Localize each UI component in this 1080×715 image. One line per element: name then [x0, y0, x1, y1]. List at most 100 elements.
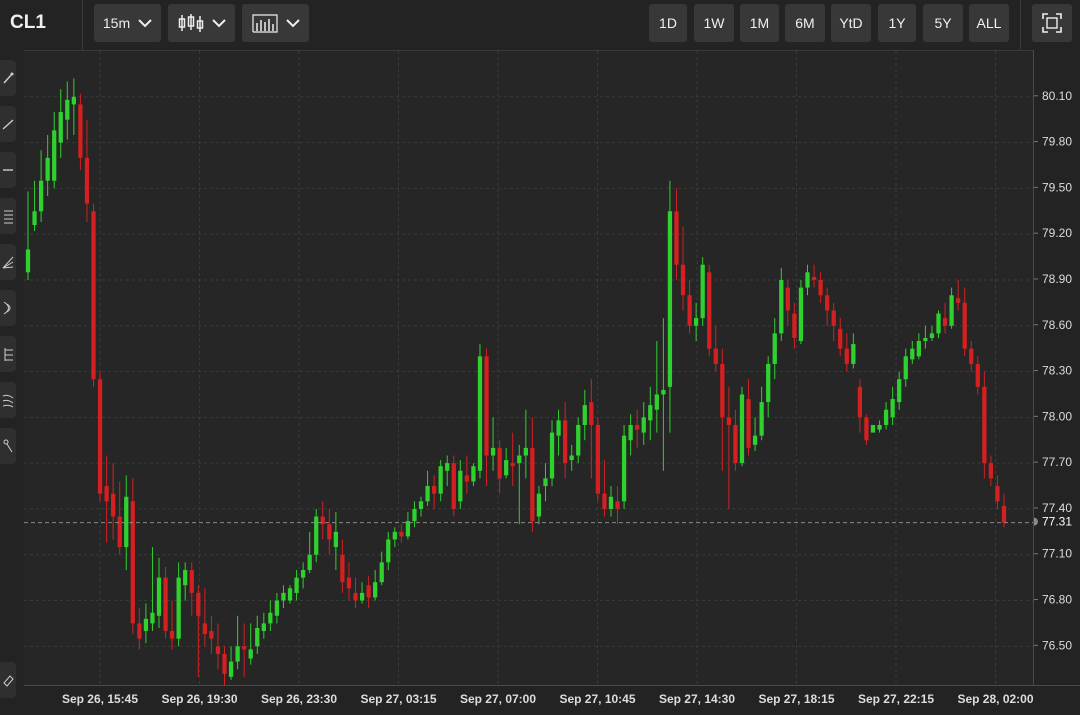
- range-1w-button[interactable]: 1W: [694, 4, 734, 42]
- candle-body: [445, 463, 450, 471]
- y-tick-label: 77.40: [1042, 501, 1072, 515]
- range-all-button[interactable]: ALL: [969, 4, 1009, 42]
- candle-body: [314, 516, 319, 555]
- candle: [209, 615, 214, 654]
- candle-body: [111, 493, 116, 517]
- candle-body: [130, 501, 135, 624]
- candle-body: [883, 409, 889, 425]
- range-1m-button[interactable]: 1M: [740, 4, 779, 42]
- candle-body: [379, 562, 384, 583]
- candle: [274, 592, 280, 624]
- candle: [137, 608, 142, 650]
- candle-body: [405, 521, 411, 537]
- time-axis-labels: Sep 26, 15:45 Sep 26, 19:30 Sep 26, 23:30 S…: [62, 692, 1034, 706]
- candle-body: [713, 348, 718, 364]
- candle-body: [497, 447, 502, 479]
- candle: [635, 409, 640, 448]
- trend-line-tool[interactable]: [0, 106, 16, 142]
- candle: [733, 409, 738, 471]
- candle: [818, 272, 823, 303]
- pitchfork-tool[interactable]: [0, 244, 16, 280]
- candle: [287, 585, 293, 604]
- x-tick-label: Sep 27, 10:45: [559, 692, 635, 706]
- candle-body: [517, 455, 522, 464]
- range-1d-button[interactable]: 1D: [649, 4, 687, 42]
- candle-body: [923, 337, 928, 342]
- brush-tool[interactable]: [0, 428, 16, 464]
- candle: [654, 341, 659, 433]
- pencil-tool[interactable]: [0, 60, 16, 96]
- time-axis[interactable]: Sep 26, 15:45 Sep 26, 19:30 Sep 26, 23:30 S…: [24, 685, 1080, 710]
- fullscreen-button[interactable]: [1032, 4, 1072, 42]
- wave-tool[interactable]: [0, 382, 16, 418]
- x-tick-label: Sep 26, 15:45: [62, 692, 138, 706]
- candle-body: [386, 539, 391, 563]
- candle-body: [772, 333, 777, 364]
- candle: [621, 424, 627, 509]
- x-tick-label: Sep 26, 19:30: [161, 692, 237, 706]
- candle: [294, 569, 299, 601]
- candle: [425, 470, 430, 506]
- horizontal-line-tool[interactable]: [0, 152, 16, 188]
- candle-body: [353, 592, 358, 601]
- candle: [189, 562, 194, 616]
- arc-tool[interactable]: [0, 290, 16, 326]
- candle-body: [523, 447, 528, 456]
- candle-body: [65, 99, 70, 120]
- candle-body: [589, 402, 594, 425]
- range-ytd-button[interactable]: YtD: [831, 4, 871, 42]
- candle: [969, 341, 974, 372]
- candle-body: [242, 646, 247, 650]
- candle-body: [870, 424, 876, 433]
- candle-body: [956, 298, 961, 303]
- candle-body: [78, 104, 83, 158]
- indicators-dropdown[interactable]: [242, 4, 309, 42]
- indicator-chart-icon: [251, 14, 278, 33]
- range-6m-button[interactable]: 6M: [785, 4, 825, 42]
- candle: [1001, 493, 1007, 528]
- candle: [602, 460, 607, 517]
- candle: [798, 279, 804, 345]
- candle-body: [792, 313, 797, 338]
- chart-plot-area[interactable]: [24, 50, 1033, 690]
- range-5y-button[interactable]: 5Y: [923, 4, 963, 42]
- candle-body: [32, 211, 37, 226]
- candle-body: [995, 486, 1000, 502]
- candle: [143, 603, 149, 644]
- candle: [595, 417, 601, 502]
- candle: [982, 371, 987, 479]
- candle: [811, 264, 817, 288]
- candle-body: [176, 577, 181, 639]
- y-tick-label: 76.50: [1042, 638, 1072, 652]
- candle-body: [458, 470, 463, 502]
- candle-body: [759, 402, 764, 436]
- fib-tool[interactable]: [0, 198, 16, 234]
- candle: [844, 333, 849, 372]
- candle: [222, 646, 227, 690]
- channel-tool[interactable]: [0, 336, 16, 372]
- candle: [117, 481, 122, 555]
- candle-body: [183, 569, 188, 586]
- candle-body: [779, 279, 784, 334]
- chevron-down-icon: [138, 19, 152, 28]
- candle-body: [864, 417, 869, 441]
- candle-body: [838, 328, 843, 349]
- candle-body: [1001, 505, 1007, 523]
- range-1y-button[interactable]: 1Y: [878, 4, 916, 42]
- candle-body: [694, 318, 699, 326]
- candle: [883, 402, 889, 430]
- candle-body: [654, 394, 659, 410]
- candle-body: [726, 417, 732, 425]
- y-tick-label: 79.50: [1042, 180, 1072, 194]
- x-tick-label: Sep 27, 03:15: [360, 692, 436, 706]
- chart-type-dropdown[interactable]: [168, 4, 235, 42]
- candle: [176, 562, 181, 647]
- price-axis[interactable]: 80.10 79.80 79.50 79.20 78.90 78.60 78.30 78.00…: [1030, 50, 1080, 685]
- candle-body: [25, 249, 31, 273]
- candle-body: [300, 569, 306, 578]
- interval-dropdown[interactable]: 15m: [94, 4, 161, 42]
- candle-body: [752, 435, 758, 445]
- candle: [163, 566, 168, 639]
- eraser-tool[interactable]: [0, 662, 16, 698]
- candle-body: [543, 478, 548, 487]
